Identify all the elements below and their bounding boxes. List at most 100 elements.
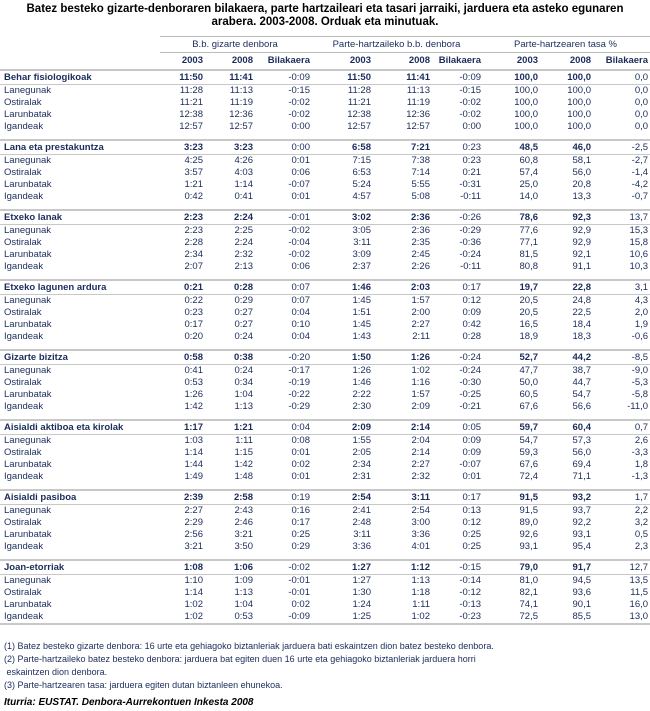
value-cell: 67,6: [519, 401, 539, 412]
value-cell: 2:36: [373, 210, 432, 225]
value-cell: 1:14: [184, 587, 204, 598]
value-cell: 0:10: [291, 319, 311, 330]
value-cell: 22,8: [540, 280, 594, 295]
value-cell: 1:11: [412, 599, 430, 610]
value-cell: 0:17: [184, 319, 204, 330]
value-cell: 0:20: [184, 331, 204, 342]
value-cell: -0:12: [459, 587, 482, 598]
value-cell: 2:22: [352, 389, 372, 400]
value-cell: 92,6: [519, 529, 539, 540]
table-row: Igandeak 0:20 0:24 0:04 1:43 2:11 0:28 18,9 18,3…: [0, 331, 650, 343]
value-cell: -8,5: [593, 350, 650, 365]
section-row: Aisialdi aktiboa eta kirolak 1:17 1:21 0:04…: [0, 420, 650, 435]
row-label: Larunbatak: [4, 389, 52, 400]
value-cell: 12:57: [179, 121, 203, 132]
value-cell: 48,5: [483, 140, 541, 155]
divider-cell: [0, 203, 650, 211]
value-cell: 4:57: [352, 191, 372, 202]
value-cell: 0:05: [432, 420, 484, 435]
value-cell: 0:24: [234, 331, 254, 342]
value-cell: 11:28: [179, 85, 203, 96]
value-cell: 69,4: [572, 459, 592, 470]
section-row: Lana eta prestakuntza 3:23 3:23 0:00 6:58 7:2…: [0, 140, 650, 155]
section-row: Etxeko lanak 2:23 2:24 -0:01 3:02 2:36 -0:26 78…: [0, 210, 650, 225]
footnote: (2) Parte-hartzaileko batez besteko denb…: [4, 654, 476, 664]
value-cell: -1,3: [631, 471, 649, 482]
value-cell: 2:14: [411, 447, 431, 458]
divider-cell: [0, 483, 650, 491]
value-cell: 11:50: [312, 70, 373, 85]
row-label: Larunbatak: [4, 109, 52, 120]
table-row: Lanegunak 4:25 4:26 0:01 7:15 7:38 0:23 60,8 58,…: [0, 155, 650, 168]
value-cell: 2:07: [184, 261, 204, 272]
value-cell: 2:39: [160, 490, 205, 505]
value-cell: -9,0: [631, 365, 649, 376]
value-cell: 11:19: [229, 97, 253, 108]
value-cell: 1:45: [352, 319, 372, 330]
value-cell: 1:14: [234, 179, 254, 190]
value-cell: 2:11: [412, 331, 430, 342]
value-cell: 100,0: [483, 70, 541, 85]
value-cell: 72,5: [483, 611, 541, 625]
table-row: Igandeak 2:07 2:13 0:06 2:37 2:26 -0:11 80,8 91,…: [0, 261, 650, 273]
value-cell: 0,5: [634, 529, 649, 540]
value-cell: 2:09: [411, 401, 431, 412]
value-cell: 20,8: [572, 179, 592, 190]
value-cell: 56,6: [572, 401, 592, 412]
value-cell: 2:24: [234, 237, 254, 248]
section-divider: [0, 273, 650, 281]
value-cell: -0:29: [459, 225, 482, 236]
value-cell: 14,0: [519, 191, 539, 202]
value-cell: 0:04: [291, 307, 311, 318]
value-cell: 20,5: [519, 307, 539, 318]
row-label: Ostiralak: [4, 517, 42, 528]
value-cell: 4:25: [184, 155, 204, 166]
value-cell: 2:54: [312, 490, 373, 505]
value-cell: 13,7: [593, 210, 650, 225]
divider-cell: [0, 273, 650, 281]
value-cell: 2:27: [184, 505, 204, 516]
value-cell: 1:12: [373, 560, 432, 575]
table-row: Ostiralak 1:14 1:15 0:01 2:05 2:14 0:09 59,3 56,…: [0, 447, 650, 459]
table-row: Lanegunak 0:41 0:24 -0:17 1:26 1:02 -0:24 47,7 3…: [0, 365, 650, 378]
value-cell: 0:02: [291, 459, 311, 470]
table-row: Lanegunak 11:28 11:13 -0:15 11:28 11:13 -0:15 1…: [0, 85, 650, 98]
value-cell: 11:13: [229, 85, 253, 96]
value-cell: -0:01: [255, 210, 312, 225]
divider-cell: [0, 413, 650, 421]
value-cell: 2:34: [184, 249, 204, 260]
value-cell: 2:27: [411, 319, 431, 330]
value-cell: 93,1: [572, 529, 592, 540]
value-cell: 0:22: [184, 295, 204, 306]
value-cell: 10,3: [629, 261, 649, 272]
value-cell: -0:30: [459, 377, 482, 388]
row-label: Lanegunak: [4, 505, 52, 516]
value-cell: 1:43: [352, 331, 372, 342]
table-row: Larunbatak 12:38 12:36 -0:02 12:38 12:36 -0:02…: [0, 109, 650, 121]
value-cell: 57,4: [519, 167, 539, 178]
footnote: (3) Parte-hartzearen tasa: jarduera egit…: [4, 680, 283, 690]
value-cell: 82,1: [519, 587, 539, 598]
value-cell: 0:23: [432, 140, 484, 155]
row-label: Igandeak: [4, 331, 44, 342]
value-cell: 7:14: [411, 167, 431, 178]
value-cell: 7:38: [411, 155, 431, 166]
value-cell: -0,6: [631, 331, 649, 342]
value-cell: 2:32: [411, 471, 431, 482]
table-row: Igandeak 1:02 0:53 -0:09 1:25 1:02 -0:23 72,5 85…: [0, 611, 650, 625]
value-cell: 1:03: [184, 435, 204, 446]
value-cell: 2:32: [234, 249, 254, 260]
value-cell: 2,0: [634, 307, 649, 318]
value-cell: 93,1: [519, 541, 539, 552]
section-divider: [0, 343, 650, 351]
value-cell: 0:01: [291, 191, 311, 202]
value-cell: 5:08: [411, 191, 431, 202]
value-cell: -0:23: [432, 611, 484, 625]
row-label: Lanegunak: [4, 225, 52, 236]
value-cell: 1:26: [352, 365, 372, 376]
value-cell: 2:25: [234, 225, 254, 236]
value-cell: 0:01: [462, 471, 482, 482]
value-cell: -0:15: [288, 85, 310, 96]
value-cell: -3,3: [631, 447, 649, 458]
value-cell: 59,3: [519, 447, 539, 458]
